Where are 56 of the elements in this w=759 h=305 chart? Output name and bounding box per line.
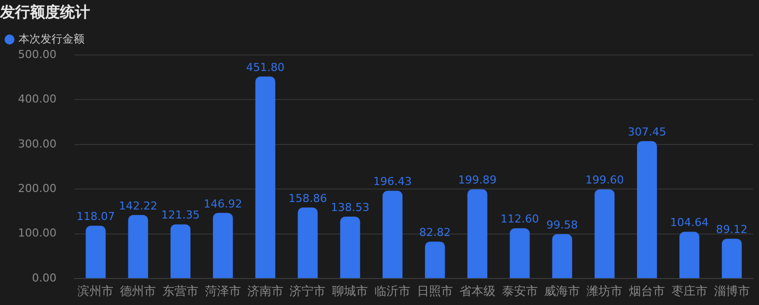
- data-label: 104.64: [670, 216, 709, 230]
- chart-title: 发行额度统计: [0, 2, 90, 21]
- x-tick-label: 临沂市: [374, 284, 411, 298]
- y-tick-label: 200.00: [18, 182, 56, 196]
- data-label: 118.07: [76, 210, 115, 224]
- x-tick-label: 泰安市: [502, 284, 538, 298]
- data-label: 112.60: [500, 212, 540, 226]
- data-label: 89.12: [716, 223, 748, 236]
- bar: [679, 232, 700, 278]
- bar: [255, 76, 276, 278]
- data-label: 142.22: [118, 199, 158, 212]
- x-tick-label: 烟台市: [628, 284, 665, 298]
- bar: [637, 141, 657, 278]
- x-tick-label: 德州市: [120, 284, 156, 298]
- bar: [128, 215, 148, 278]
- bar: [86, 226, 106, 278]
- bar: [212, 212, 233, 278]
- x-tick-label: 淄博市: [714, 284, 750, 298]
- x-tick-label: 滨州市: [78, 284, 114, 298]
- y-tick-label: 0.00: [32, 271, 56, 284]
- y-tick-label: 300.00: [18, 137, 56, 150]
- x-tick-label: 枣庄市: [671, 284, 708, 298]
- bar: [298, 208, 318, 278]
- data-label: 199.89: [458, 174, 497, 187]
- bar: [382, 190, 403, 278]
- bar: [340, 216, 360, 278]
- data-label: 99.58: [546, 218, 578, 232]
- bar: [722, 238, 742, 278]
- data-label: 451.80: [246, 60, 285, 74]
- bar: [424, 242, 445, 278]
- data-label: 138.53: [330, 201, 370, 214]
- bar: [510, 228, 530, 278]
- bar: [467, 189, 488, 278]
- bar: [552, 234, 572, 278]
- x-tick-label: 潍坊市: [586, 284, 623, 298]
- y-tick-label: 400.00: [18, 92, 56, 106]
- data-label: 82.82: [419, 226, 451, 239]
- x-tick-label: 东营市: [162, 284, 199, 298]
- y-tick-label: 100.00: [18, 226, 56, 240]
- x-tick-label: 日照市: [416, 284, 453, 298]
- data-label: 199.60: [585, 174, 624, 187]
- legend-label: 本次发行金额: [18, 32, 84, 46]
- x-tick-label: 菏泽市: [204, 284, 241, 298]
- y-tick-label: 500.00: [18, 48, 56, 61]
- data-label: 146.92: [204, 197, 242, 210]
- data-label: 121.35: [161, 208, 200, 222]
- x-tick-label: 省本级: [459, 284, 496, 298]
- data-label: 196.43: [373, 175, 412, 188]
- data-label: 158.86: [288, 192, 327, 205]
- x-tick-label: 济宁市: [290, 284, 326, 298]
- x-tick-label: 聊城市: [332, 284, 368, 298]
- bar: [170, 224, 190, 278]
- data-label: 307.45: [628, 125, 666, 138]
- x-tick-label: 济南市: [247, 284, 284, 298]
- x-tick-label: 威海市: [544, 284, 580, 298]
- bar: [594, 189, 615, 278]
